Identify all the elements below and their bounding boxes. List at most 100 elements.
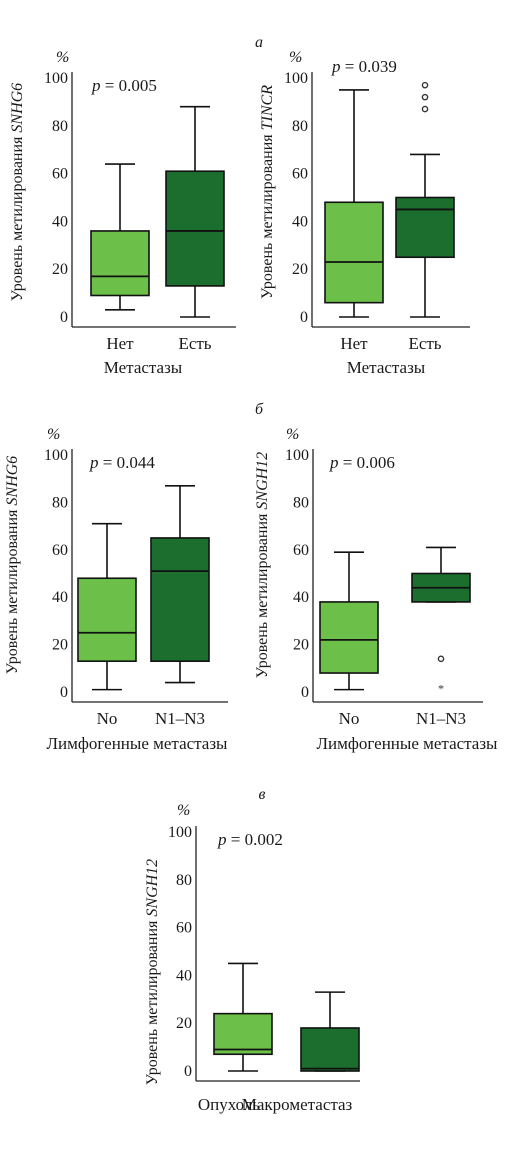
y-tick-label: 80 (176, 872, 192, 889)
box-iqr (395, 196, 455, 259)
y-tick-label: 40 (176, 967, 192, 984)
x-axis-label: Метастазы (347, 358, 426, 377)
panel-label-в: в (259, 786, 266, 803)
y-axis-label-gene: SNHG6 (9, 83, 26, 133)
box-1 (77, 522, 137, 691)
category-label: No (97, 709, 118, 728)
y-tick-label: 20 (292, 261, 308, 278)
box-iqr (165, 170, 225, 287)
box-iqr (324, 201, 384, 304)
y-axis-label-gene: TINCR (259, 85, 276, 131)
y-axis-label: Уровень метилирования SNHG6 (9, 83, 26, 301)
p-value: p = 0.006 (329, 453, 395, 472)
outlier-point (421, 93, 429, 101)
category-label: Нет (106, 334, 134, 353)
y-axis-label-gene: SNGH12 (144, 859, 161, 917)
box-2 (150, 485, 210, 684)
y-tick-label: 60 (52, 166, 68, 183)
y-tick-label: 60 (293, 542, 309, 559)
y-axis-label: Уровень метилирования SNGH12 (144, 859, 161, 1085)
y-axis-label: Уровень метилирования TINCR (259, 85, 276, 299)
outlier-point (437, 655, 445, 663)
y-axis-label-main: Уровень метилирования (144, 917, 161, 1086)
y-tick-label: 100 (44, 70, 68, 87)
x-axis-label: Лимфогенные метастазы (47, 734, 229, 753)
panel-label-б: б (255, 401, 264, 418)
extreme-point: * (438, 681, 444, 695)
y-axis-label: Уровень метилирования SNHG6 (4, 456, 21, 674)
panel-label-а: а (255, 34, 263, 51)
box-iqr (319, 601, 379, 674)
y-tick-label: 20 (293, 637, 309, 654)
category-label: Есть (178, 334, 211, 353)
y-tick-label: 60 (52, 542, 68, 559)
y-tick-label: 80 (293, 494, 309, 511)
y-tick-label: 100 (168, 824, 192, 841)
box-iqr (90, 230, 150, 297)
y-tick-label: 20 (176, 1015, 192, 1032)
box-1 (90, 163, 150, 311)
y-axis-label-main: Уровень метилирования (254, 510, 271, 679)
category-label: Есть (408, 334, 441, 353)
box-iqr (150, 537, 210, 662)
y-unit-label: % (289, 49, 302, 66)
box-2 (165, 105, 225, 318)
y-tick-label: 0 (60, 309, 68, 326)
y-axis-label-main: Уровень метилирования (4, 506, 21, 675)
y-tick-label: 80 (292, 118, 308, 135)
category-label: No (339, 709, 360, 728)
y-tick-label: 40 (293, 589, 309, 606)
y-tick-label: 40 (52, 589, 68, 606)
y-unit-label: % (47, 426, 60, 443)
chart-3: 0 20 40 60 80 100% Уровень метилирования SNHG6… (4, 426, 228, 753)
category-label: Макрометастаз (242, 1095, 353, 1114)
category-label: N1–N3 (155, 709, 205, 728)
p-value: p = 0.044 (89, 453, 155, 472)
box-1 (213, 962, 273, 1072)
y-unit-label: % (56, 49, 69, 66)
chart-5: 0 20 40 60 80 100% Уровень метилирования SNGH1… (144, 802, 360, 1114)
y-tick-label: 40 (52, 213, 68, 230)
y-tick-label: 0 (60, 684, 68, 701)
box-iqr (77, 577, 137, 662)
y-axis-label-main: Уровень метилирования (259, 130, 276, 299)
y-axis-label-main: Уровень метилирования (9, 133, 26, 302)
box-2 (300, 991, 360, 1072)
y-tick-label: 100 (284, 70, 308, 87)
y-unit-label: % (286, 426, 299, 443)
y-tick-label: 40 (292, 213, 308, 230)
y-tick-label: 0 (301, 684, 309, 701)
category-label: Опухоль (198, 1095, 260, 1114)
box-iqr (300, 1027, 360, 1072)
y-tick-label: 100 (285, 447, 309, 464)
p-value: p = 0.005 (91, 76, 157, 95)
x-axis-label: Лимфогенные метастазы (317, 734, 499, 753)
category-label: Нет (340, 334, 368, 353)
y-unit-label: % (177, 802, 190, 819)
y-axis-label-gene: SNHG6 (4, 456, 21, 506)
box-2 (395, 81, 455, 318)
y-axis-label-gene: SNGH12 (254, 452, 271, 510)
y-tick-label: 100 (44, 447, 68, 464)
outlier-point (421, 81, 429, 89)
y-tick-label: 60 (292, 166, 308, 183)
x-axis-label: Метастазы (104, 358, 183, 377)
y-tick-label: 20 (52, 261, 68, 278)
p-value: p = 0.002 (217, 830, 283, 849)
outlier-point (421, 105, 429, 113)
y-tick-label: 80 (52, 118, 68, 135)
y-tick-label: 80 (52, 494, 68, 511)
y-tick-label: 0 (300, 309, 308, 326)
box-1 (319, 551, 379, 691)
box-2: * (411, 546, 471, 695)
y-axis-label: Уровень метилирования SNGH12 (254, 452, 271, 678)
y-tick-label: 60 (176, 920, 192, 937)
chart-4: 0 20 40 60 80 100% Уровень метилирования SNGH1… (254, 426, 498, 753)
y-tick-label: 20 (52, 637, 68, 654)
p-value: p = 0.039 (331, 57, 397, 76)
box-1 (324, 89, 384, 318)
chart-2: 0 20 40 60 80 100% Уровень метилирования TINCR… (259, 49, 470, 377)
chart-1: 0 20 40 60 80 100% Уровень метилирования SNHG6… (9, 49, 236, 377)
box-iqr (213, 1012, 273, 1056)
